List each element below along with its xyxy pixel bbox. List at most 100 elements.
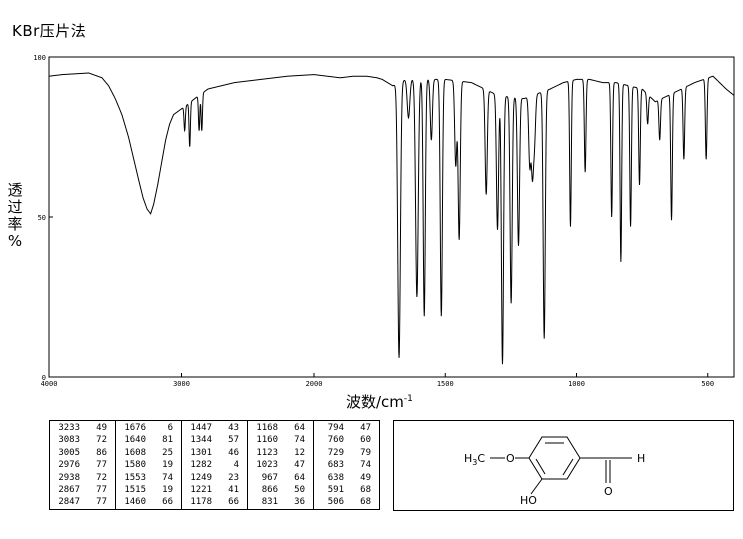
peak-entry: 2938 72 xyxy=(50,472,115,484)
peak-transmittance: 4 xyxy=(233,460,239,471)
peak-table-column: 3233 49 3083 72 3005 86 2976 77 2938 72 2867 77 2847… xyxy=(49,420,116,510)
peak-transmittance: 77 xyxy=(96,497,107,508)
peak-entry: 1221 41 xyxy=(182,484,247,496)
peak-entry: 1301 46 xyxy=(182,447,247,459)
peak-wavenumber: 591 xyxy=(327,484,344,495)
peak-wavenumber: 2867 xyxy=(58,484,80,495)
peak-wavenumber: 1344 xyxy=(190,435,212,446)
axis-ticks: 4000 3000 2000 1500 1000 500 0 50 100 xyxy=(33,54,714,388)
peak-transmittance: 47 xyxy=(360,423,371,433)
peak-transmittance: 79 xyxy=(360,447,371,458)
peak-wavenumber: 1460 xyxy=(124,497,146,508)
peak-entry: 1515 19 xyxy=(116,484,181,496)
peak-transmittance: 64 xyxy=(294,472,305,483)
y-tick-label: 0 xyxy=(42,374,46,382)
peak-wavenumber: 2847 xyxy=(58,497,80,508)
peak-wavenumber: 1608 xyxy=(124,447,146,458)
peak-wavenumber: 638 xyxy=(327,472,344,483)
peak-entry: 1178 66 xyxy=(182,496,247,508)
structure-box: O H3C HO H O xyxy=(393,420,734,511)
peak-wavenumber: 3005 xyxy=(58,447,80,458)
peak-table-column: 794 47 760 60 729 79 683 74 638 49 591 68 506 68 xyxy=(313,420,380,510)
peak-table-column: 1447 43 1344 57 1301 46 1282 4 1249 23 1221 41 1178 6… xyxy=(181,420,248,510)
peak-entry: 1249 23 xyxy=(182,472,247,484)
peak-transmittance: 60 xyxy=(360,435,371,446)
peak-wavenumber: 866 xyxy=(261,484,278,495)
x-axis-label: 波数/cm-1 xyxy=(346,391,413,412)
peak-wavenumber: 760 xyxy=(327,435,344,446)
peak-transmittance: 68 xyxy=(360,484,371,495)
hydroxyl-bond xyxy=(530,478,543,495)
peak-entry: 1282 4 xyxy=(182,459,247,471)
oxygen-label: O xyxy=(506,452,515,465)
ring-double-bond xyxy=(562,458,574,476)
peak-transmittance: 19 xyxy=(162,460,173,471)
x-axis-label-text: 波数/cm xyxy=(346,393,404,411)
peak-transmittance: 25 xyxy=(162,447,173,458)
peak-wavenumber: 683 xyxy=(327,460,344,471)
peak-transmittance: 12 xyxy=(294,447,305,458)
peak-transmittance: 74 xyxy=(162,472,173,483)
peak-entry: 831 36 xyxy=(248,496,313,508)
peak-wavenumber: 1178 xyxy=(190,497,212,508)
peak-entry: 760 60 xyxy=(314,434,379,446)
peak-entry: 1160 74 xyxy=(248,434,313,446)
peak-entry: 3005 86 xyxy=(50,447,115,459)
peak-entry: 1580 19 xyxy=(116,459,181,471)
peak-entry: 2847 77 xyxy=(50,496,115,508)
x-tick-label: 3000 xyxy=(173,380,190,388)
peak-transmittance: 81 xyxy=(162,435,173,446)
peak-transmittance: 77 xyxy=(96,484,107,495)
peak-wavenumber: 729 xyxy=(327,447,344,458)
peak-transmittance: 46 xyxy=(228,447,239,458)
peak-entry: 729 79 xyxy=(314,447,379,459)
peak-entry: 1344 57 xyxy=(182,434,247,446)
peak-transmittance: 86 xyxy=(96,447,107,458)
peak-table-column: 1676 6 1640 81 1608 25 1580 19 1553 74 1515 19 1460 6… xyxy=(115,420,182,510)
peak-entry: 3233 49 xyxy=(50,422,115,434)
peak-entry: 866 50 xyxy=(248,484,313,496)
aldehyde-o-label: O xyxy=(604,485,613,498)
peak-transmittance: 77 xyxy=(96,460,107,471)
peak-wavenumber: 2976 xyxy=(58,460,80,471)
peak-wavenumber: 1023 xyxy=(256,460,278,471)
peak-table-column: 1168 64 1160 74 1123 12 1023 47 967 64 866 50 831 36 xyxy=(247,420,314,510)
peak-transmittance: 41 xyxy=(228,484,239,495)
peak-table-row: 3233 49 3083 72 3005 86 2976 77 2938 72 2867 77 2847… xyxy=(49,420,380,510)
peak-wavenumber: 794 xyxy=(327,423,344,433)
peak-transmittance: 43 xyxy=(228,423,239,433)
molecule-structure: O H3C HO H O xyxy=(464,436,645,507)
spectrum-line xyxy=(48,72,735,365)
peak-transmittance: 74 xyxy=(294,435,305,446)
y-tick-label: 100 xyxy=(33,54,46,62)
peak-transmittance: 49 xyxy=(96,423,107,433)
peak-wavenumber: 1301 xyxy=(190,447,212,458)
peak-entry: 1640 81 xyxy=(116,434,181,446)
peak-transmittance: 68 xyxy=(360,497,371,508)
peak-wavenumber: 1580 xyxy=(124,460,146,471)
x-tick-label: 1000 xyxy=(568,380,585,388)
peak-entry: 1676 6 xyxy=(116,422,181,434)
x-tick-label: 1500 xyxy=(437,380,454,388)
peak-transmittance: 66 xyxy=(228,497,239,508)
peak-entry: 506 68 xyxy=(314,496,379,508)
aldehyde-h-label: H xyxy=(637,452,645,465)
peak-transmittance: 64 xyxy=(294,423,305,433)
peak-transmittance: 72 xyxy=(96,435,107,446)
peak-wavenumber: 1640 xyxy=(124,435,146,446)
peak-wavenumber: 3083 xyxy=(58,435,80,446)
peak-entry: 591 68 xyxy=(314,484,379,496)
peak-entry: 3083 72 xyxy=(50,434,115,446)
ir-spectrum-chart: 4000 3000 2000 1500 1000 500 0 50 100 xyxy=(33,54,735,388)
methyl-c: C xyxy=(477,452,485,465)
peak-wavenumber: 1553 xyxy=(124,472,146,483)
peak-wavenumber: 1160 xyxy=(256,435,278,446)
peak-wavenumber: 2938 xyxy=(58,472,80,483)
peak-transmittance: 6 xyxy=(167,423,173,433)
x-tick-label: 2000 xyxy=(306,380,323,388)
peak-transmittance: 57 xyxy=(228,435,239,446)
y-tick-label: 50 xyxy=(38,214,46,222)
peak-wavenumber: 1249 xyxy=(190,472,212,483)
peak-entry: 1123 12 xyxy=(248,447,313,459)
peak-wavenumber: 3233 xyxy=(58,423,80,433)
